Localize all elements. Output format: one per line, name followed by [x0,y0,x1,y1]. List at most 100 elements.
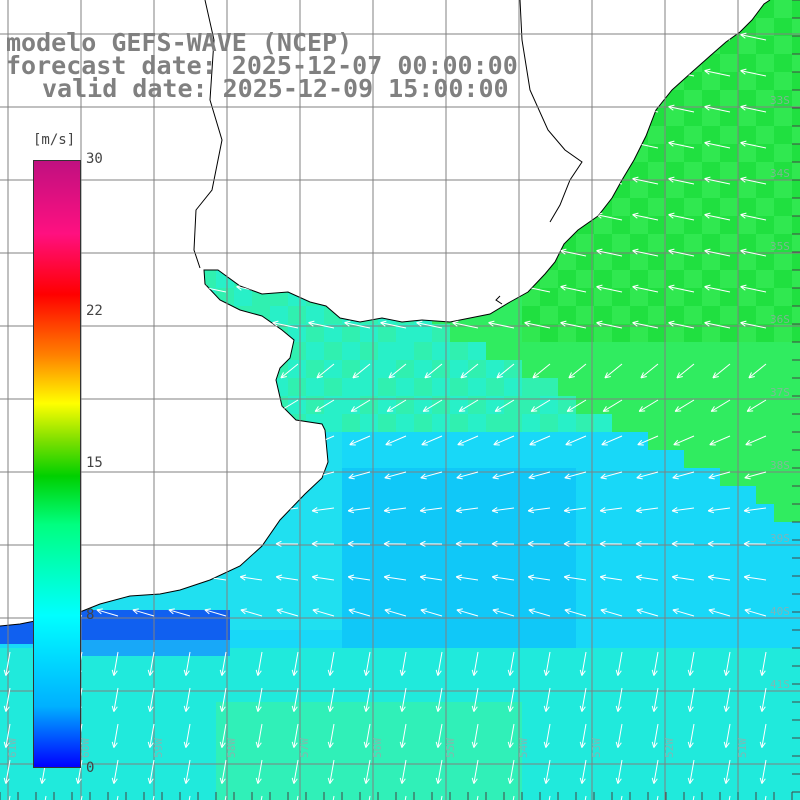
lon-label: 52W [663,738,676,758]
wind-arrow [740,248,767,257]
wind-arrow [668,212,695,221]
wind-arrow [676,363,695,379]
wind-arrow [651,723,659,748]
wind-arrow [491,574,515,581]
wind-arrow [455,540,479,547]
wind-arrow [363,759,371,784]
wind-arrow [419,574,443,581]
wind-arrow [399,723,407,748]
wind-arrow [456,608,479,617]
wind-arrow [308,320,335,329]
wind-arrow [455,574,479,581]
lat-label: 38S [770,459,790,472]
wind-arrow [707,507,731,514]
wind-arrow [740,320,767,329]
wind-arrow [416,320,443,329]
wind-arrow [615,687,623,712]
wind-arrow [435,759,443,784]
wind-arrow [386,399,407,412]
wind-arrow [565,435,587,446]
wind-arrow [291,651,299,676]
lon-label: 54W [517,738,530,758]
colorbar-tick-15: 15 [86,455,103,471]
wind-arrow [671,540,695,547]
wind-arrow [327,651,335,676]
lon-label: 53W [590,738,603,758]
wind-arrow [532,363,551,379]
wind-arrow [132,608,155,617]
wind-arrow [704,68,731,77]
coastline [0,0,771,627]
wind-arrow [615,651,623,676]
lat-label: 41S [770,678,790,691]
wind-arrow [600,471,623,480]
wind-arrow [529,435,551,446]
wind-arrow [668,140,695,149]
wind-arrow [744,471,767,480]
colorbar-tick-8: 8 [86,607,95,623]
wind-arrow [651,651,659,676]
wind-arrow [528,471,551,480]
colorbar-tick-30: 30 [86,151,103,167]
wind-arrow [704,104,731,113]
colorbar-tick-0: 0 [86,760,95,776]
wind-arrow [530,399,551,412]
wind-arrow [507,687,515,712]
wind-arrow [3,759,11,784]
wind-arrow [707,574,731,581]
wind-arrow [435,651,443,676]
wind-arrow [543,687,551,712]
wind-arrow [183,651,191,676]
wind-arrow [712,363,731,379]
wind-arrow [422,399,443,412]
wind-arrow [740,68,767,77]
wind-arrow [564,471,587,480]
wind-arrow [564,608,587,617]
wind-arrow [458,399,479,412]
wind-arrow [239,574,263,581]
wind-arrow [759,723,767,748]
lon-label: 55W [444,738,457,758]
wind-arrow [384,608,407,617]
wind-arrow [596,284,623,293]
wind-arrow [276,608,299,617]
grid-labels: 61W 60W 59W 58W 57W 56W 55W 54W 53W 52W 51W 33S 34S 3… [6,94,790,758]
wind-arrow [527,507,551,514]
wind-arrow [496,363,515,379]
wind-arrow [528,608,551,617]
wind-arrow [471,651,479,676]
wind-arrow [687,723,695,748]
wind-arrow [147,759,155,784]
wind-arrow [740,104,767,113]
wind-arrow [543,759,551,784]
wind-arrow [383,507,407,514]
lat-label: 37S [770,386,790,399]
wind-arrow [347,574,371,581]
wind-arrow [183,687,191,712]
wind-arrow [599,507,623,514]
wind-arrow [272,320,299,329]
wind-arrow [674,399,695,412]
wind-arrow [672,608,695,617]
wind-arrow [147,723,155,748]
wind-arrow [352,363,371,379]
wind-arrow [600,608,623,617]
wind-arrow [311,507,335,514]
wind-arrow [638,399,659,412]
wind-arrow [399,759,407,784]
wind-arrow [399,687,407,712]
wind-arrow [491,507,515,514]
wind-arrow [183,759,191,784]
wind-arrow [383,540,407,547]
wind-arrow [668,320,695,329]
wind-arrow [111,651,119,676]
wind-arrow [183,723,191,748]
wind-arrow [635,507,659,514]
wind-arrow [491,540,515,547]
wind-arrow [219,651,227,676]
wind-arrow [275,574,299,581]
wind-arrow [636,608,659,617]
wind-arrow [240,608,263,617]
